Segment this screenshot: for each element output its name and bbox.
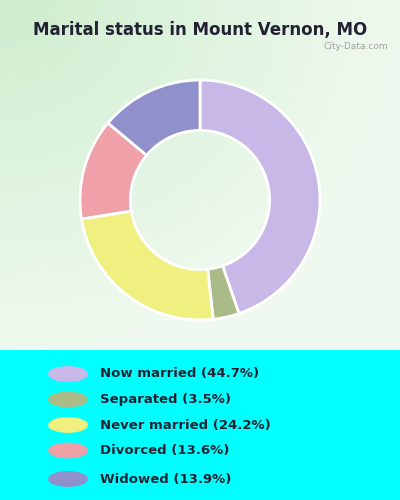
Circle shape: [49, 367, 87, 381]
Circle shape: [49, 472, 87, 486]
Wedge shape: [108, 80, 200, 156]
Text: Never married (24.2%): Never married (24.2%): [100, 418, 271, 432]
Text: Divorced (13.6%): Divorced (13.6%): [100, 444, 229, 457]
Wedge shape: [200, 80, 320, 314]
Text: City-Data.com: City-Data.com: [323, 42, 388, 51]
Wedge shape: [82, 211, 213, 320]
Text: Widowed (13.9%): Widowed (13.9%): [100, 472, 231, 486]
Wedge shape: [208, 266, 239, 320]
Circle shape: [49, 418, 87, 432]
Circle shape: [49, 392, 87, 406]
Text: Now married (44.7%): Now married (44.7%): [100, 368, 259, 380]
Text: Marital status in Mount Vernon, MO: Marital status in Mount Vernon, MO: [33, 21, 367, 39]
Circle shape: [49, 444, 87, 458]
Wedge shape: [80, 123, 147, 219]
Text: Separated (3.5%): Separated (3.5%): [100, 393, 231, 406]
